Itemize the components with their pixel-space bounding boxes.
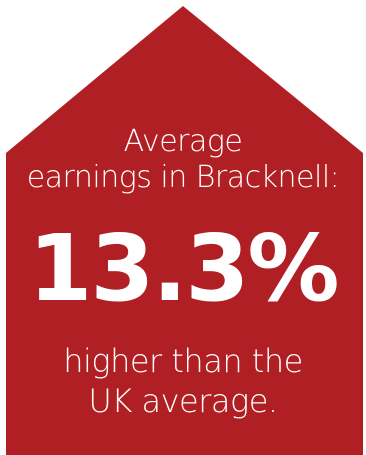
outro-line-2: UK average.: [88, 382, 278, 420]
intro-line-2: earnings in Bracknell:: [26, 160, 340, 195]
outro-text: higher than the UK average.: [0, 341, 366, 421]
intro-text: Average earnings in Bracknell:: [0, 124, 366, 196]
intro-line-1: Average: [123, 124, 243, 159]
outro-line-1: higher than the: [63, 342, 303, 380]
earnings-percentage: 13.3%: [28, 215, 339, 322]
